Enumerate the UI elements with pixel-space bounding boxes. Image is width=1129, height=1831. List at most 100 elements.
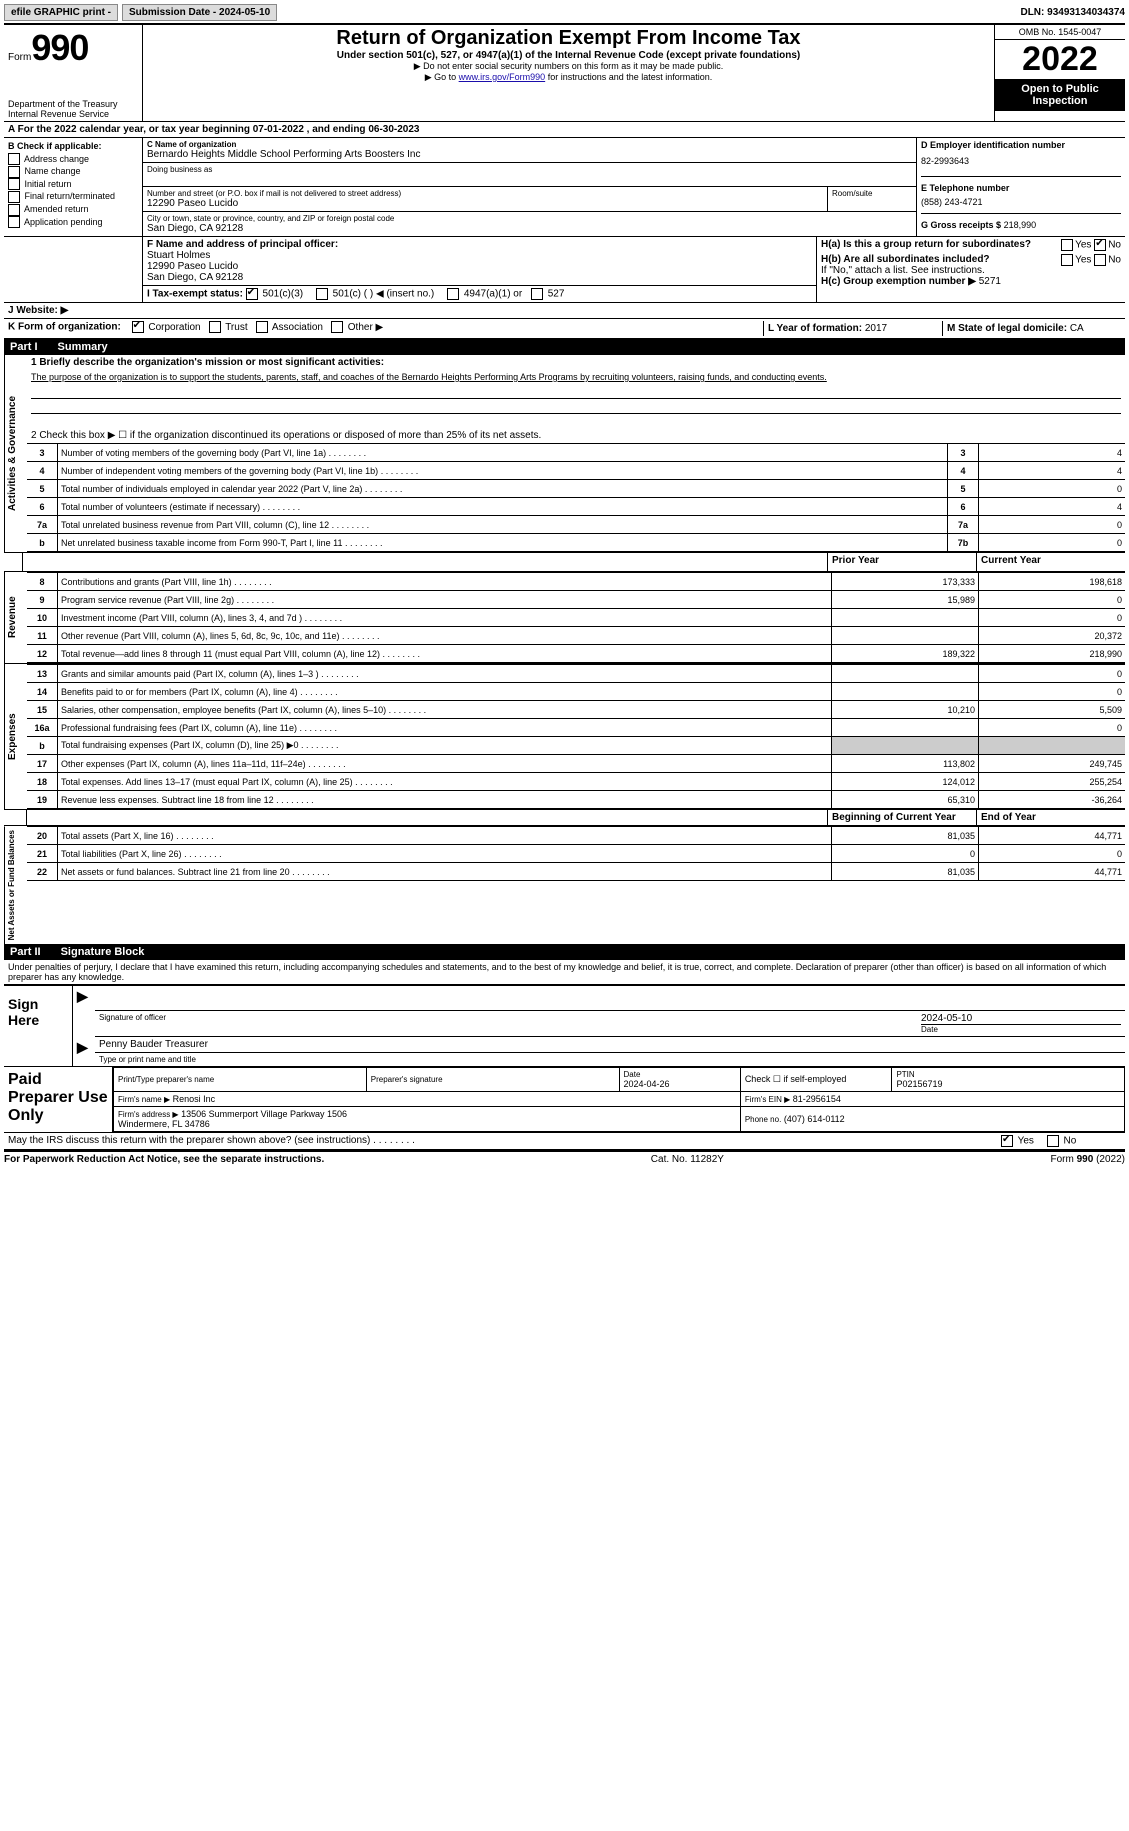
b-opt-checkbox[interactable] bbox=[8, 178, 20, 190]
k-form-org-label: K Form of organization: bbox=[8, 322, 121, 333]
submission-date: Submission Date - 2024-05-10 bbox=[122, 4, 277, 21]
b-opt-checkbox[interactable] bbox=[8, 166, 20, 178]
firm-ein: 81-2956154 bbox=[793, 1094, 841, 1104]
ag-row: 6 Total number of volunteers (estimate i… bbox=[27, 498, 1125, 516]
firm-ein-label: Firm's EIN ▶ bbox=[745, 1095, 790, 1104]
j-website-label: J Website: ▶ bbox=[8, 305, 68, 316]
b-opt-checkbox[interactable] bbox=[8, 191, 20, 203]
checkbox-501c3[interactable] bbox=[246, 288, 258, 300]
form-ref: Form 990 (2022) bbox=[1051, 1154, 1126, 1165]
signer-name-label: Type or print name and title bbox=[95, 1053, 1125, 1066]
na-section: Net Assets or Fund Balances 20 Total ass… bbox=[4, 826, 1125, 944]
k-opt-checkbox[interactable] bbox=[209, 321, 221, 333]
table-row: 17 Other expenses (Part IX, column (A), … bbox=[27, 755, 1125, 773]
table-row: 9 Program service revenue (Part VIII, li… bbox=[27, 591, 1125, 609]
m-state-value: CA bbox=[1070, 323, 1084, 334]
m-state-label: M State of legal domicile: bbox=[947, 323, 1067, 334]
vert-rev-label: Revenue bbox=[4, 572, 27, 663]
phone-value: (858) 243-4721 bbox=[921, 197, 1121, 207]
hc-label: H(c) Group exemption number ▶ bbox=[821, 276, 976, 287]
checkbox-4947[interactable] bbox=[447, 288, 459, 300]
rev-header-row: Prior Year Current Year bbox=[4, 553, 1125, 572]
opt-501c3: 501(c)(3) bbox=[263, 289, 304, 300]
form-header: Form 990 Department of the Treasury Inte… bbox=[4, 23, 1125, 121]
hb-no: No bbox=[1108, 255, 1121, 266]
l-year-label: L Year of formation: bbox=[768, 323, 862, 334]
table-row: 8 Contributions and grants (Part VIII, l… bbox=[27, 573, 1125, 591]
hb-label: H(b) Are all subordinates included? bbox=[821, 254, 990, 265]
e-phone-label: E Telephone number bbox=[921, 183, 1121, 193]
sig-date-label: Date bbox=[921, 1024, 1121, 1034]
irs-label: Internal Revenue Service bbox=[8, 109, 138, 119]
discuss-yes: Yes bbox=[1018, 1136, 1034, 1147]
opt-4947: 4947(a)(1) or bbox=[464, 289, 522, 300]
k-opt-checkbox[interactable] bbox=[331, 321, 343, 333]
b-option: Name change bbox=[8, 165, 138, 178]
open-inspection: Open to Public Inspection bbox=[995, 79, 1125, 111]
discuss-no-checkbox[interactable] bbox=[1047, 1135, 1059, 1147]
mission-text: The purpose of the organization is to su… bbox=[27, 370, 1125, 384]
note-goto-post: for instructions and the latest informat… bbox=[548, 72, 713, 82]
ha-no-checkbox[interactable] bbox=[1094, 239, 1106, 251]
k-opt-checkbox[interactable] bbox=[132, 321, 144, 333]
table-row: 10 Investment income (Part VIII, column … bbox=[27, 609, 1125, 627]
table-row: 15 Salaries, other compensation, employe… bbox=[27, 701, 1125, 719]
officer-group-block: F Name and address of principal officer:… bbox=[4, 237, 1125, 303]
discuss-yes-checkbox[interactable] bbox=[1001, 1135, 1013, 1147]
city-state-zip: San Diego, CA 92128 bbox=[147, 223, 912, 234]
dba-label: Doing business as bbox=[147, 165, 912, 174]
opt-527: 527 bbox=[548, 289, 565, 300]
hb-no-checkbox[interactable] bbox=[1094, 254, 1106, 266]
part1-title: Summary bbox=[58, 341, 108, 353]
dept-treasury: Department of the Treasury bbox=[8, 99, 138, 109]
table-row: 14 Benefits paid to or for members (Part… bbox=[27, 683, 1125, 701]
irs-link[interactable]: www.irs.gov/Form990 bbox=[459, 72, 546, 82]
checkbox-501c[interactable] bbox=[316, 288, 328, 300]
k-option: Other ▶ bbox=[331, 322, 383, 333]
entity-block: B Check if applicable: Address change Na… bbox=[4, 138, 1125, 237]
hb-yes-checkbox[interactable] bbox=[1061, 254, 1073, 266]
sig-officer-label: Signature of officer bbox=[95, 1011, 917, 1036]
vert-na-label: Net Assets or Fund Balances bbox=[4, 826, 27, 944]
ha-yes-checkbox[interactable] bbox=[1061, 239, 1073, 251]
tax-year: 2022 bbox=[995, 40, 1125, 79]
note-goto-pre: ▶ Go to bbox=[425, 72, 459, 82]
col-prior: Prior Year bbox=[827, 553, 977, 572]
hb-yes: Yes bbox=[1075, 255, 1091, 266]
pt-self-emp: Check ☐ if self-employed bbox=[740, 1068, 892, 1092]
form-word: Form bbox=[8, 52, 31, 63]
ag-row: 4 Number of independent voting members o… bbox=[27, 462, 1125, 480]
b-option: Application pending bbox=[8, 216, 138, 229]
firm-name-label: Firm's name ▶ bbox=[118, 1095, 170, 1104]
table-row: 13 Grants and similar amounts paid (Part… bbox=[27, 665, 1125, 683]
b-opt-checkbox[interactable] bbox=[8, 204, 20, 216]
b-opt-checkbox[interactable] bbox=[8, 216, 20, 228]
form-subtitle: Under section 501(c), 527, or 4947(a)(1)… bbox=[147, 50, 990, 61]
q1-label: 1 Briefly describe the organization's mi… bbox=[27, 355, 1125, 370]
form-title: Return of Organization Exempt From Incom… bbox=[147, 27, 990, 50]
firm-phone: (407) 614-0112 bbox=[784, 1114, 845, 1124]
k-opt-checkbox[interactable] bbox=[256, 321, 268, 333]
pt-date-label: Date bbox=[624, 1070, 736, 1079]
dln: DLN: 93493134034374 bbox=[1020, 7, 1125, 18]
d-ein-label: D Employer identification number bbox=[921, 140, 1121, 150]
col-end: End of Year bbox=[977, 810, 1125, 826]
table-row: 20 Total assets (Part X, line 16) 81,035… bbox=[27, 827, 1125, 845]
declaration-text: Under penalties of perjury, I declare th… bbox=[4, 960, 1125, 984]
ha-label: H(a) Is this a group return for subordin… bbox=[821, 239, 1031, 250]
firm-phone-label: Phone no. bbox=[745, 1115, 781, 1124]
checkbox-527[interactable] bbox=[531, 288, 543, 300]
ag-row: 7a Total unrelated business revenue from… bbox=[27, 516, 1125, 534]
f-officer-label: F Name and address of principal officer: bbox=[147, 239, 812, 250]
k-option: Association bbox=[256, 322, 323, 333]
b-option: Address change bbox=[8, 153, 138, 166]
ptin-value: P02156719 bbox=[896, 1079, 1120, 1089]
street-address: 12290 Paseo Lucido bbox=[147, 198, 823, 209]
exp-section: Expenses 13 Grants and similar amounts p… bbox=[4, 664, 1125, 810]
pt-date-val: 2024-04-26 bbox=[624, 1079, 736, 1089]
k-option: Corporation bbox=[132, 322, 201, 333]
part2-header: Part II Signature Block bbox=[4, 944, 1125, 960]
form-number: 990 bbox=[31, 27, 88, 69]
discuss-no: No bbox=[1064, 1136, 1077, 1147]
b-opt-checkbox[interactable] bbox=[8, 153, 20, 165]
